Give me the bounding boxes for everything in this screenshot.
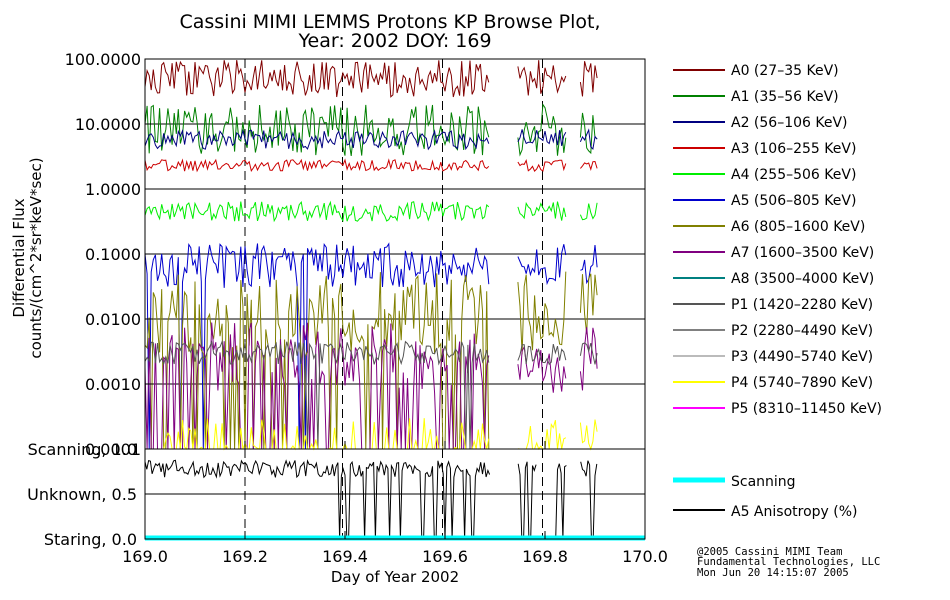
legend-label: A8 (3500–4000 KeV) <box>731 271 874 287</box>
chart-title-line2: Year: 2002 DOY: 169 <box>297 30 491 52</box>
flux-segment <box>144 272 490 450</box>
flux-segment <box>144 60 490 98</box>
flux-trace-p4 <box>145 418 598 451</box>
upper-y-tick-label: 0.0010 <box>85 375 141 394</box>
anisotropy-segment <box>517 461 537 540</box>
legend-label: A5 (506–805 KeV) <box>731 193 856 209</box>
lower-panel-grid <box>145 449 645 539</box>
flux-segment <box>517 343 567 366</box>
legend-label-anisotropy: A5 Anisotropy (%) <box>731 504 858 520</box>
chart-title-line1: Cassini MIMI LEMMS Protons KP Browse Plo… <box>179 11 600 33</box>
x-tick-label: 169.0 <box>122 547 168 566</box>
upper-y-tick-label: 0.1000 <box>85 245 141 264</box>
legend-label-scanning: Scanning <box>731 474 796 490</box>
upper-y-tick-label: 10.0000 <box>75 115 141 134</box>
flux-trace-a0 <box>144 60 598 98</box>
y-axis-label-line2: counts/(cm^2*sr*keV*sec) <box>27 157 45 358</box>
anisotropy-segment <box>553 463 567 540</box>
anisotropy-segment <box>144 459 491 540</box>
lower-y-tick-label: Scanning, 1.0 <box>28 440 137 459</box>
flux-trace-a3 <box>144 158 598 173</box>
lower-panel-traces <box>144 459 645 541</box>
flux-trace-a2 <box>144 128 598 151</box>
flux-segment <box>144 128 490 151</box>
legend-label: P5 (8310–11450 KeV) <box>731 401 882 417</box>
upper-y-tick-label: 0.0100 <box>85 310 141 329</box>
lower-y-tick-label: Unknown, 0.5 <box>27 485 137 504</box>
lower-frame <box>144 448 646 540</box>
flux-segment <box>144 200 490 223</box>
flux-segment <box>517 60 567 96</box>
x-tick-label: 169.4 <box>322 547 368 566</box>
legend-label: A2 (56–106 KeV) <box>731 115 848 131</box>
flux-trace-a4 <box>144 200 598 223</box>
flux-trace-a7 <box>144 322 598 450</box>
legend-label: P3 (4490–5740 KeV) <box>731 349 873 365</box>
y-axis-label-line1: Differential Flux <box>10 198 28 317</box>
x-tick-label: 169.2 <box>222 547 268 566</box>
legend-label: A0 (27–35 KeV) <box>731 63 839 79</box>
flux-segment <box>517 201 567 221</box>
footer-company: Fundamental Technologies, LLC <box>697 556 880 568</box>
lower-panel-axes: Scanning, 1.0 Unknown, 0.5 Staring, 0.0 <box>27 440 646 549</box>
upper-panel-traces <box>144 60 598 451</box>
flux-segment <box>145 418 490 451</box>
legend-anisotropy: Scanning A5 Anisotropy (%) <box>673 474 858 520</box>
legend-label: A3 (106–255 KeV) <box>731 141 856 157</box>
flux-segment <box>517 244 567 286</box>
legend-label: P1 (1420–2280 KeV) <box>731 297 873 313</box>
legend-label: A1 (35–56 KeV) <box>731 89 839 105</box>
x-tick-label: 169.6 <box>422 547 468 566</box>
x-tick-label: 169.8 <box>522 547 568 566</box>
flux-segment <box>144 339 490 450</box>
flux-trace-p1 <box>144 339 598 450</box>
flux-segment <box>579 202 598 221</box>
legend-label: P2 (2280–4490 KeV) <box>731 323 873 339</box>
flux-segment <box>579 419 598 451</box>
flux-segment <box>144 322 490 450</box>
anisotropy-segment <box>580 460 598 540</box>
flux-segment <box>517 103 567 157</box>
flux-segment <box>144 104 490 156</box>
upper-panel-grid <box>145 58 645 450</box>
flux-segment <box>144 158 490 173</box>
flux-segment <box>579 128 598 151</box>
lower-y-tick-label: Staring, 0.0 <box>44 530 137 549</box>
upper-y-tick-label: 100.0000 <box>65 50 141 69</box>
flux-segment <box>144 242 490 450</box>
upper-y-tick-label: 0.0001 <box>85 440 141 459</box>
flux-trace-a1 <box>144 103 598 157</box>
flux-segment <box>579 61 598 97</box>
flux-segment <box>579 273 598 335</box>
flux-segment <box>580 160 598 172</box>
flux-segment <box>517 419 567 451</box>
x-tick-label: 170.0 <box>622 547 668 566</box>
legend-label: P4 (5740–7890 KeV) <box>731 375 873 391</box>
footer-copyright: @2005 Cassini MIMI Team <box>697 546 842 558</box>
upper-y-tick-label: 1.0000 <box>85 180 141 199</box>
legend-flux: A0 (27–35 KeV) A1 (35–56 KeV) A2 (56–106 K… <box>673 63 882 417</box>
legend-label: A4 (255–506 KeV) <box>731 167 856 183</box>
flux-segment <box>579 342 598 365</box>
flux-trace-a6 <box>144 271 598 450</box>
x-axis-ticks: 169.0 169.2 169.4 169.6 169.8 170.0 <box>122 441 668 566</box>
flux-segment <box>517 159 567 172</box>
flux-segment <box>517 129 567 147</box>
footer-timestamp: Mon Jun 20 14:15:07 2005 <box>697 567 849 579</box>
flux-segment <box>579 112 598 155</box>
legend-label: A7 (1600–3500 KeV) <box>731 245 874 261</box>
x-axis-label: Day of Year 2002 <box>331 568 459 586</box>
upper-panel-axes: 100.0000 10.0000 1.0000 0.1000 0.0100 0.0010 0… <box>65 50 646 459</box>
flux-segment <box>517 271 567 355</box>
flux-segment <box>579 327 598 391</box>
legend-label: A6 (805–1600 KeV) <box>731 219 865 235</box>
